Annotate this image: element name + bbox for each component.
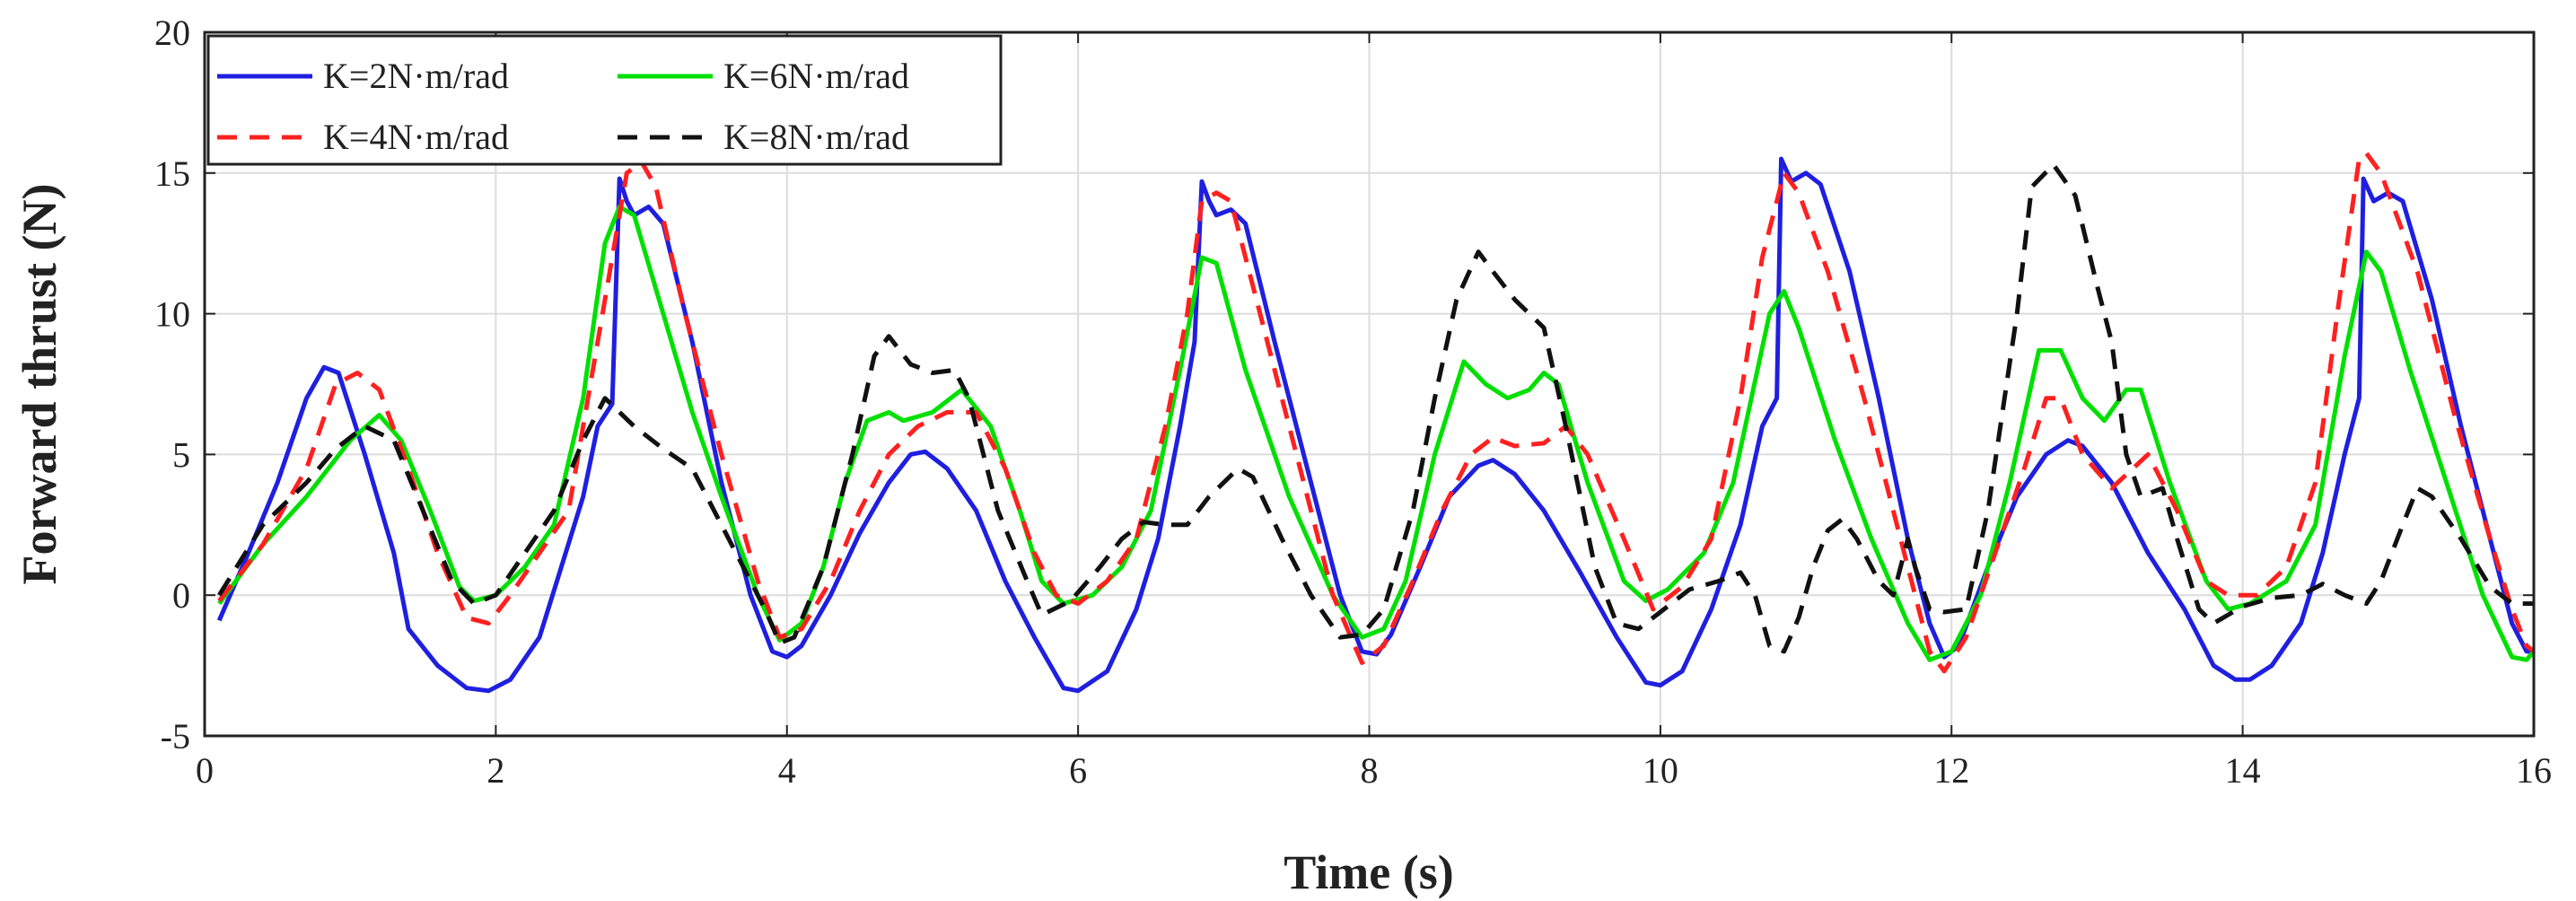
y-tick-label: -5 <box>161 716 190 757</box>
x-tick-label: 6 <box>1069 750 1087 791</box>
legend-label-4: K=8N·m/rad <box>723 117 909 157</box>
data-series <box>216 151 2534 694</box>
legend-label-1: K=2N·m/rad <box>323 56 509 96</box>
series-line-2 <box>217 204 2534 662</box>
x-tick-label: 4 <box>778 750 796 791</box>
legend: K=2N·m/rad K=6N·m/rad K=4N·m/rad K=8N·m/rad <box>206 34 1003 166</box>
axis-ticks <box>204 31 2535 737</box>
y-tick-label: 15 <box>154 153 190 194</box>
y-tick-label: 20 <box>154 13 190 53</box>
x-tick-label: 0 <box>196 750 214 791</box>
x-tick-label: 14 <box>2225 750 2261 791</box>
series-line-3 <box>217 151 2534 674</box>
x-tick-label: 16 <box>2516 750 2552 791</box>
legend-label-2: K=6N·m/rad <box>723 56 909 96</box>
series-line-4 <box>217 162 2534 654</box>
legend-label-3: K=4N·m/rad <box>323 117 509 157</box>
y-tick-label: 5 <box>172 434 190 475</box>
x-axis-label: Time (s) <box>1284 845 1453 899</box>
legend-box <box>206 34 1003 166</box>
y-axis-label: Forward thrust (N) <box>13 184 66 585</box>
x-tick-label: 2 <box>486 750 504 791</box>
y-tick-label: 0 <box>172 575 190 616</box>
y-tick-label: 10 <box>154 294 190 335</box>
series-line-1 <box>216 156 2534 694</box>
x-tick-label: 8 <box>1361 750 1379 791</box>
x-tick-label: 12 <box>1933 750 1969 791</box>
x-tick-label: 10 <box>1643 750 1678 791</box>
